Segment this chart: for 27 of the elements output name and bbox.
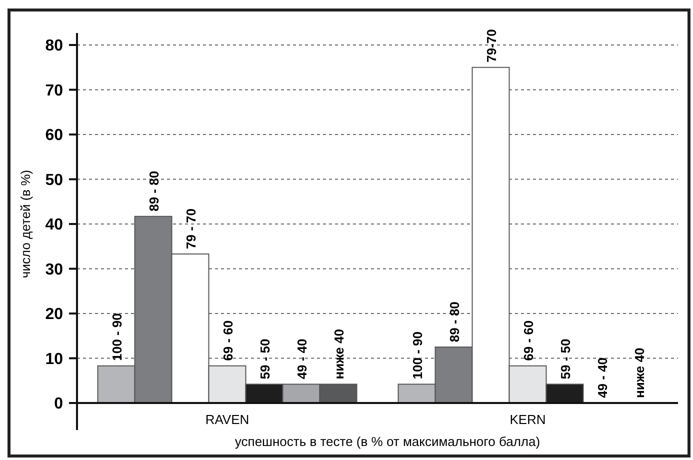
text: 89 - 80 — [146, 170, 162, 212]
y-tick-label: 0 — [54, 396, 64, 413]
text: 69 - 60 — [520, 320, 536, 361]
text: 89 - 80 — [446, 302, 462, 342]
text: 100 - 90 — [410, 332, 425, 380]
text: 69 - 60 — [220, 320, 236, 361]
text: 100 - 90 — [109, 313, 124, 361]
text: ниже 40 — [632, 348, 647, 398]
y-axis-title: число детей (в %) — [18, 170, 33, 278]
text: 79 - 70 — [183, 208, 198, 249]
x-tick-label: RAVEN — [205, 412, 250, 427]
y-tick-label: 70 — [45, 82, 64, 100]
y-tick-label: 60 — [45, 127, 64, 144]
y-tick-label: 20 — [45, 306, 64, 324]
text: 49 - 40 — [294, 338, 310, 380]
y-tick-label: 40 — [45, 216, 64, 234]
y-tick-label: 50 — [45, 172, 64, 189]
text: ниже 40 — [331, 329, 346, 380]
text: 59 - 50 — [257, 338, 272, 380]
y-tick-label: 80 — [45, 38, 64, 55]
y-tick-label: 30 — [45, 261, 64, 278]
x-tick-label: KERN — [510, 412, 546, 427]
y-tick-label: 10 — [45, 350, 64, 368]
x-axis-title: успешность в тесте (в % от максимального балла) — [234, 434, 540, 449]
text: 49 - 40 — [594, 358, 610, 398]
text: 59 - 50 — [558, 338, 573, 380]
annotation: 79-70 — [484, 29, 499, 62]
